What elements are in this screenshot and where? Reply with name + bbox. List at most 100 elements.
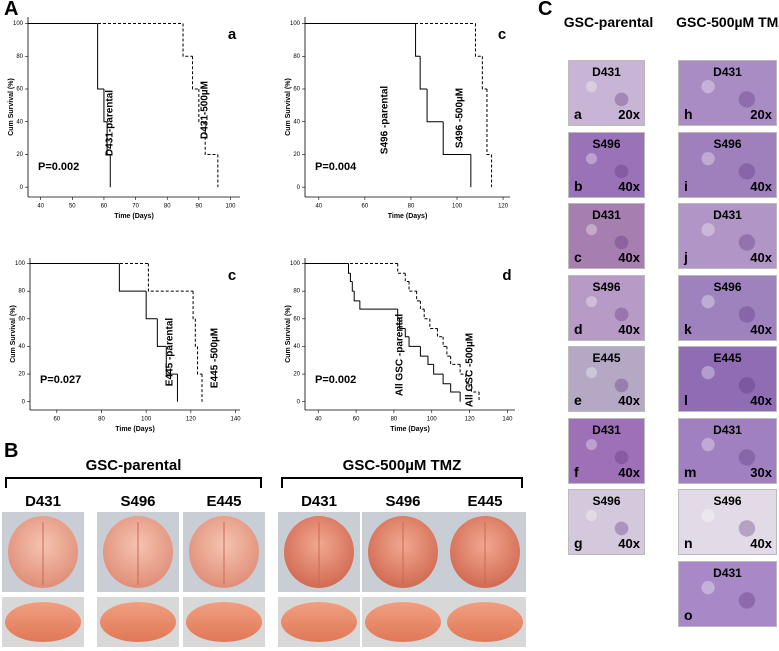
survival-step: [204, 121, 218, 155]
y-tick-label: 100: [13, 21, 24, 27]
survival-step: [351, 281, 355, 292]
tile-letter: m: [684, 463, 697, 480]
histology-tile: D431 m 30x: [678, 417, 777, 484]
tile-sample: E445: [592, 351, 621, 365]
survival-step: [103, 89, 108, 123]
tile-sample: S496: [713, 136, 742, 151]
x-tick-label: 60: [362, 204, 369, 210]
tile-magnification: 40x: [618, 393, 640, 408]
panel-label: B: [4, 440, 19, 462]
p-value: P=0.004: [315, 161, 357, 173]
x-tick-label: 40: [37, 204, 44, 210]
sample-label: S496: [120, 493, 155, 510]
sample-label: S496: [385, 493, 420, 510]
x-tick-label: 100: [427, 417, 438, 423]
tile-letter: h: [684, 106, 693, 122]
column-header: GSC-parental: [563, 14, 654, 30]
y-tick-label: 100: [15, 261, 26, 267]
survival-step: [397, 263, 406, 274]
x-tick-label: 140: [231, 417, 242, 423]
x-tick-label: 60: [353, 417, 360, 423]
sample-label: E445: [206, 493, 241, 510]
tile-sample: E445: [713, 351, 742, 365]
tile-magnification: 40x: [750, 250, 772, 265]
panel-letter: a: [228, 26, 237, 43]
survival-step: [442, 336, 447, 347]
histology-tile: S496 n 40x: [678, 489, 777, 555]
y-tick-label: 20: [16, 152, 23, 158]
y-tick-label: 80: [293, 289, 300, 295]
bracket: [281, 477, 523, 488]
panel-label: A: [4, 0, 19, 20]
y-tick-label: 80: [16, 54, 23, 60]
x-tick-label: 140: [502, 417, 513, 423]
tile-sample: D431: [713, 422, 742, 437]
tile-letter: n: [684, 535, 693, 551]
sample-label: D431: [25, 493, 61, 510]
brain-slice: [100, 602, 176, 642]
y-tick-label: 80: [293, 54, 300, 60]
survival-step: [348, 263, 351, 274]
y-axis-label: Cum Survival (%): [10, 305, 17, 363]
survival-step: [165, 346, 178, 375]
series-label: S496 -500µM: [455, 88, 466, 148]
panel-letter: c: [498, 26, 506, 43]
panel-letter: d: [502, 267, 511, 284]
x-tick-label: 100: [225, 204, 236, 210]
y-tick-label: 40: [293, 344, 300, 350]
tile-magnification: 40x: [618, 321, 640, 337]
histology-tile: S496 g 40x: [568, 489, 645, 555]
histology-tile: S496 d 40x: [568, 274, 645, 341]
tile-sample: D431: [592, 65, 621, 79]
survival-step: [194, 318, 198, 347]
series-label: D431-parental: [105, 90, 116, 156]
y-axis-label: Cum Survival (%): [285, 305, 292, 363]
survival-step: [408, 281, 417, 292]
survival-step: [450, 383, 461, 393]
brain-slice: [281, 602, 357, 642]
tile-letter: k: [684, 320, 692, 337]
x-tick-label: 40: [315, 417, 322, 423]
survival-step: [197, 346, 203, 375]
y-axis-label: Cum Survival (%): [8, 78, 15, 136]
survival-step: [446, 346, 451, 357]
sample-label: E445: [467, 493, 502, 510]
tile-letter: b: [574, 177, 583, 194]
y-tick-label: 60: [16, 87, 23, 93]
series-label: All GSC -parental: [395, 314, 406, 396]
survival-step: [450, 356, 461, 365]
column-header: GSC-500µM TMZ: [676, 14, 779, 30]
tile-sample: D431: [713, 65, 742, 79]
y-axis-label: Cum Survival (%): [285, 78, 292, 136]
tile-magnification: 40x: [750, 321, 772, 337]
series-label: E445 -parental: [165, 318, 176, 387]
p-value: P=0.002: [38, 161, 79, 173]
survival-step: [399, 318, 406, 329]
y-tick-label: 0: [297, 399, 301, 405]
tile-magnification: 20x: [618, 107, 640, 122]
tile-sample: S496: [592, 279, 621, 294]
y-tick-label: 60: [293, 87, 300, 93]
survival-step: [349, 273, 353, 282]
x-tick-label: 80: [98, 417, 105, 423]
tile-letter: j: [684, 249, 688, 265]
x-tick-label: 90: [196, 204, 203, 210]
x-tick-label: 70: [132, 204, 139, 210]
y-tick-label: 0: [22, 399, 26, 405]
survival-step: [426, 89, 444, 123]
tile-letter: f: [574, 463, 579, 480]
survival-step: [192, 56, 199, 90]
tile-magnification: 40x: [618, 536, 640, 551]
survival-step: [182, 23, 193, 57]
survival-step: [404, 328, 410, 338]
y-tick-label: 40: [18, 344, 25, 350]
tile-letter: o: [684, 606, 693, 623]
tile-sample: S496: [592, 136, 621, 151]
survival-step: [419, 346, 428, 357]
sample-label: D431: [301, 493, 337, 510]
tile-letter: l: [684, 392, 688, 408]
survival-step: [198, 89, 206, 123]
survival-step: [404, 273, 410, 282]
x-tick-label: 80: [164, 204, 171, 210]
survival-step: [429, 318, 438, 329]
